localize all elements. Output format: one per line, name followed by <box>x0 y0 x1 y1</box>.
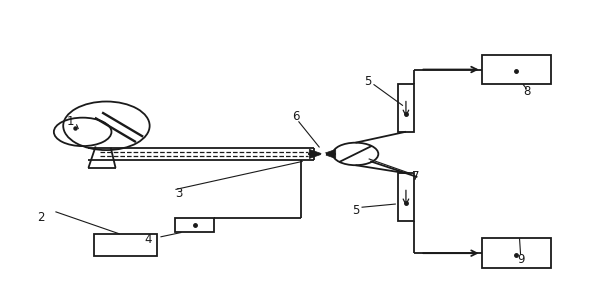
Text: 6: 6 <box>292 110 299 123</box>
Text: 5: 5 <box>364 75 371 88</box>
Bar <box>397 173 414 221</box>
Bar <box>397 84 414 132</box>
Polygon shape <box>309 150 323 158</box>
Text: 8: 8 <box>523 85 530 98</box>
Text: 4: 4 <box>145 233 152 246</box>
Text: 2: 2 <box>37 211 44 224</box>
Text: 5: 5 <box>352 204 359 217</box>
Text: 9: 9 <box>517 253 525 266</box>
Bar <box>95 234 157 256</box>
Text: 3: 3 <box>175 187 182 200</box>
Text: 7: 7 <box>412 170 419 183</box>
Text: 1: 1 <box>67 115 74 128</box>
Polygon shape <box>323 150 336 158</box>
Bar <box>482 238 551 268</box>
Bar <box>175 218 215 232</box>
Bar <box>482 55 551 84</box>
